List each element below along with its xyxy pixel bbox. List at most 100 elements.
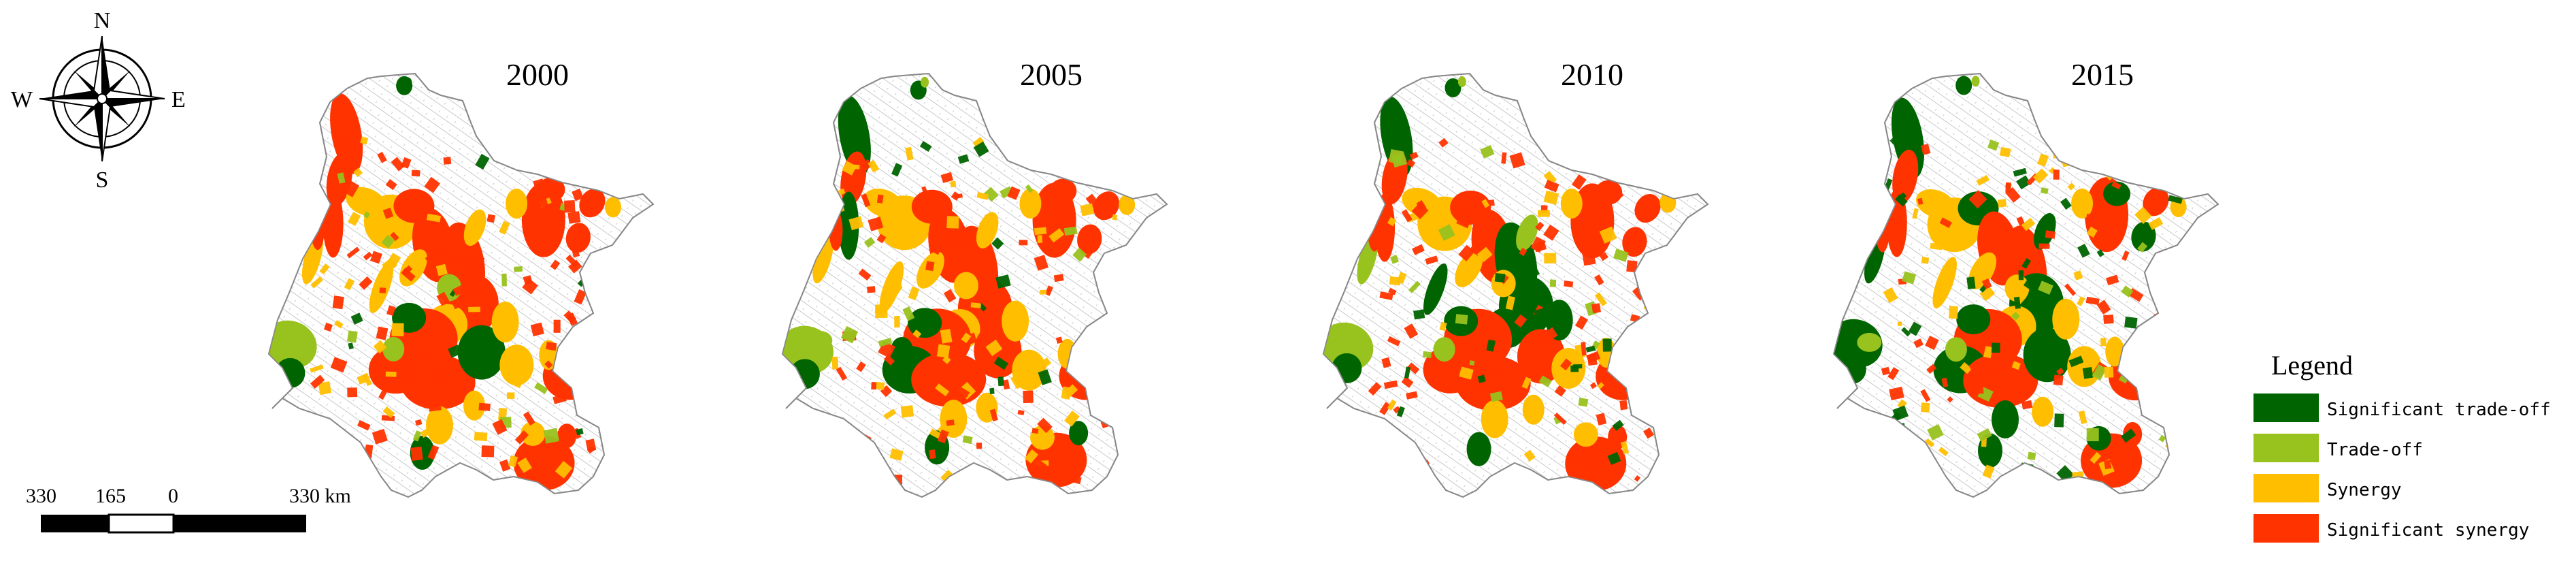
cell-synergy: [940, 329, 953, 344]
cell-significant-trade-off: [891, 163, 903, 177]
cell-significant-synergy: [1085, 193, 1101, 210]
cell-significant-trade-off: [1396, 406, 1405, 417]
cell-synergy: [1921, 257, 1930, 264]
cell-trade-off: [1438, 224, 1455, 241]
scale-segment-1: [41, 515, 109, 532]
cell-significant-synergy: [577, 388, 591, 401]
cell-synergy: [426, 213, 441, 223]
cell-significant-synergy: [1381, 357, 1391, 368]
scale-tick-165: 165: [95, 485, 126, 507]
cell-significant-trade-off: [2016, 175, 2031, 190]
cell-trade-off: [2158, 434, 2166, 443]
patch-significant-trade-off: [1834, 319, 1883, 368]
cell-significant-trade-off: [1908, 321, 1922, 336]
cell-significant-synergy: [342, 179, 359, 197]
cell-synergy: [1387, 399, 1397, 411]
cell-synergy: [2067, 182, 2075, 191]
cell-synergy: [1544, 253, 1557, 263]
cell-significant-trade-off: [2077, 244, 2090, 258]
cell-synergy: [1087, 347, 1102, 361]
cell-synergy: [2104, 366, 2114, 378]
cell-significant-synergy: [486, 214, 496, 223]
compass-point-east-light: [100, 89, 165, 99]
patch-significant-trade-off: [403, 77, 412, 89]
cell-significant-synergy: [519, 140, 530, 151]
cell-trade-off: [381, 234, 395, 248]
patch-synergy: [1573, 422, 1598, 447]
cell-synergy: [344, 278, 355, 291]
cell-significant-synergy: [332, 295, 344, 310]
cell-synergy: [386, 253, 401, 268]
cell-synergy: [362, 372, 372, 387]
cell-significant-synergy: [1884, 476, 1893, 487]
cell-trade-off: [902, 306, 915, 321]
cell-significant-synergy: [499, 459, 511, 472]
patch-synergy: [346, 187, 386, 216]
cell-synergy: [1505, 295, 1515, 310]
legend-swatch-significant-synergy: [2253, 514, 2319, 543]
patch-significant-synergy: [330, 93, 363, 174]
cell-significant-synergy: [955, 231, 974, 251]
cell-synergy: [972, 136, 985, 148]
compass-point-south: [94, 99, 102, 161]
cell-synergy: [1565, 202, 1579, 216]
cell-synergy: [1597, 382, 1604, 389]
cell-significant-synergy: [1638, 344, 1646, 359]
patch-trade-off: [269, 320, 317, 370]
cell-synergy: [1521, 376, 1532, 389]
cell-significant-synergy: [1591, 303, 1601, 314]
cell-significant-synergy: [1535, 221, 1545, 231]
cell-trade-off: [514, 266, 523, 272]
cell-synergy: [1983, 346, 1993, 359]
cell-significant-synergy: [1968, 190, 1987, 209]
cell-significant-synergy: [1519, 247, 1528, 257]
cell-significant-synergy: [2021, 400, 2033, 410]
cell-synergy: [935, 383, 950, 397]
cell-synergy: [318, 381, 332, 396]
cell-synergy: [1061, 151, 1080, 170]
cell-trade-off: [863, 236, 876, 248]
cell-significant-synergy: [376, 326, 389, 340]
cell-trade-off: [1578, 398, 1589, 407]
cell-synergy: [900, 405, 914, 418]
cell-significant-trade-off: [995, 274, 1011, 289]
cell-synergy: [348, 212, 361, 226]
cell-synergy: [1387, 216, 1397, 227]
cell-significant-synergy: [921, 186, 929, 197]
cell-synergy: [1034, 227, 1047, 236]
cell-significant-synergy: [323, 322, 333, 332]
cell-synergy: [2146, 365, 2158, 376]
patch-synergy: [1522, 394, 1545, 425]
cell-significant-synergy: [1571, 174, 1587, 190]
cell-synergy: [875, 381, 885, 390]
cell-significant-synergy: [530, 322, 544, 337]
cell-synergy: [2032, 168, 2049, 184]
cell-significant-synergy: [858, 159, 873, 173]
patch-trade-off: [1945, 337, 1967, 362]
cell-trade-off: [1489, 391, 1503, 402]
cell-significant-synergy: [1488, 199, 1495, 206]
cell-significant-synergy: [1025, 138, 1038, 149]
cell-trade-off: [543, 428, 560, 444]
cell-significant-synergy: [1007, 186, 1021, 200]
cell-significant-synergy: [2053, 170, 2060, 180]
cell-trade-off: [347, 330, 358, 343]
region-boundary: [1323, 73, 1709, 498]
legend-label-trade-off: Trade-off: [2327, 440, 2423, 460]
cell-trade-off: [1613, 248, 1629, 262]
cell-trade-off: [2086, 428, 2099, 442]
cell-significant-synergy: [957, 386, 970, 398]
cell-trade-off: [1408, 280, 1421, 293]
cell-trade-off: [1977, 428, 1992, 442]
compass-center: [97, 93, 108, 104]
cell-synergy: [1039, 289, 1047, 295]
cell-significant-synergy: [550, 259, 561, 270]
cell-synergy: [1523, 449, 1536, 462]
cell-significant-synergy: [1061, 211, 1072, 221]
patch-significant-synergy: [2143, 187, 2169, 216]
scale-tick-330-km: 330 km: [289, 485, 351, 507]
cell-significant-synergy: [414, 419, 423, 426]
cell-synergy: [1089, 152, 1097, 161]
cell-significant-trade-off: [1404, 366, 1411, 379]
cell-significant-trade-off: [1534, 308, 1547, 323]
